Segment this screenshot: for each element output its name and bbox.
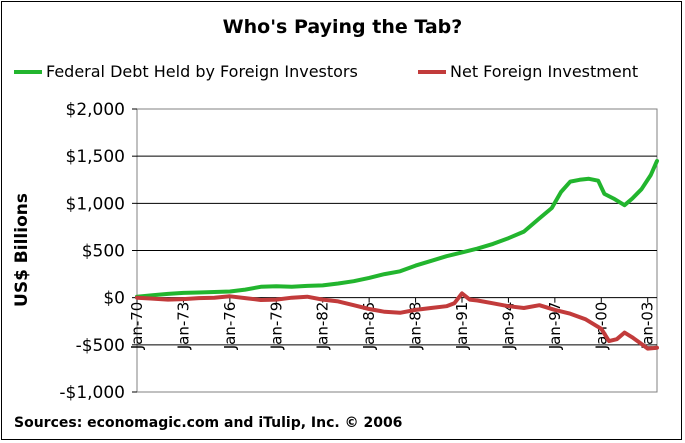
y-tick-label: -$500 (76, 336, 125, 356)
x-tick-label: Jan-97 (546, 302, 564, 351)
y-tick-label: $1,500 (66, 147, 125, 167)
legend-label-federal-debt: Federal Debt Held by Foreign Investors (46, 62, 358, 81)
chart-title: Who's Paying the Tab? (222, 16, 463, 38)
x-tick-label: Jan-76 (221, 302, 239, 351)
y-tick-label: $500 (82, 242, 125, 262)
legend-swatch-federal-debt (14, 69, 42, 74)
x-tick-label: Jan-73 (174, 302, 192, 351)
legend-swatch-net-foreign (418, 69, 446, 74)
x-tick-label: Jan-03 (639, 302, 657, 351)
x-tick-label: Jan-91 (453, 302, 471, 351)
legend-item-federal-debt: Federal Debt Held by Foreign Investors (14, 62, 358, 81)
series-line-net-foreign-investment (135, 291, 659, 351)
x-tick-label: Jan-94 (499, 302, 517, 351)
x-tick-label: Jan-70 (128, 302, 146, 351)
legend-label-net-foreign: Net Foreign Investment (450, 62, 639, 81)
series-line-federal-debt (135, 158, 659, 299)
y-tick-label: $0 (103, 289, 125, 309)
legend-item-net-foreign: Net Foreign Investment (418, 62, 638, 81)
chart-legend: Federal Debt Held by Foreign Investors N… (0, 62, 685, 84)
x-tick-label: Jan-82 (314, 302, 332, 351)
x-tick-label: Jan-79 (267, 302, 285, 351)
y-tick-label: -$1,000 (59, 383, 125, 403)
y-tick-label: $1,000 (66, 194, 125, 214)
source-note: Sources: economagic.com and iTulip, Inc.… (14, 415, 403, 431)
y-tick-label: $2,000 (66, 100, 125, 120)
x-tick-label: Jan-85 (360, 302, 378, 351)
x-tick-label: Jan-88 (407, 302, 425, 351)
